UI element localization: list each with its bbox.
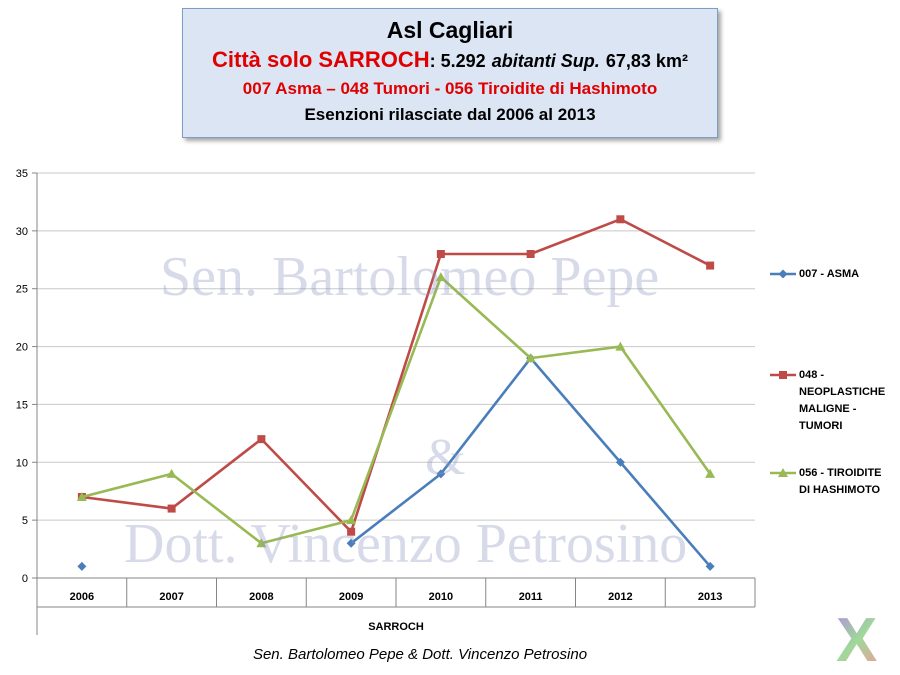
data-point <box>615 457 625 467</box>
series-line <box>81 275 712 545</box>
legend-label: 048 - <box>799 369 825 381</box>
data-point <box>436 250 445 258</box>
data-point <box>77 561 87 571</box>
x-tick-label: 2012 <box>608 591 632 603</box>
legend-entry: 048 - NEOPLASTICHE MALIGNE - TUMORI <box>770 367 895 435</box>
data-point <box>706 261 715 270</box>
data-point <box>76 492 87 501</box>
legend-label: TUMORI <box>799 420 843 432</box>
legend-symbol <box>778 269 788 278</box>
data-point <box>166 468 177 478</box>
legend-label: 056 - TIROIDITE <box>799 467 882 479</box>
chart-title: Asl Cagliari <box>386 17 514 43</box>
surface: 67,83 km² <box>605 51 688 71</box>
city-line: Città solo SARROCH: 5.292 abitanti Sup. … <box>183 45 717 76</box>
x-logo: X <box>836 606 878 675</box>
footer-credit: Sen. Bartolomeo Pepe & Dott. Vincenzo Pe… <box>252 646 588 663</box>
series-line <box>81 217 711 534</box>
y-tick-label: 35 <box>16 168 28 180</box>
data-point <box>705 561 715 571</box>
data-point <box>435 272 446 282</box>
y-tick-label: 5 <box>22 515 28 527</box>
watermark-amp: & <box>425 429 466 486</box>
legend-symbol <box>779 371 787 379</box>
data-point <box>346 515 357 525</box>
y-tick-label: 15 <box>16 399 28 411</box>
y-tick-label: 30 <box>16 226 28 238</box>
y-tick-label: 20 <box>16 342 28 354</box>
data-point <box>436 469 446 479</box>
data-point <box>615 341 626 351</box>
data-point <box>346 538 356 548</box>
y-tick-label: 10 <box>16 457 28 469</box>
population-word: abitanti Sup. <box>491 51 600 71</box>
codes-line: 007 Asma – 048 Tumori - 056 Tiroidite di… <box>242 79 658 98</box>
data-point <box>167 504 176 513</box>
population: : 5.292 <box>429 51 486 71</box>
legend-label: DI HASHIMOTO <box>799 484 881 496</box>
x-tick-label: 2013 <box>698 591 722 603</box>
legend-marker <box>770 468 796 477</box>
legend-symbol <box>778 468 788 477</box>
data-point <box>347 527 356 536</box>
x-axis-label: SARROCH <box>368 621 424 633</box>
x-tick-label: 2007 <box>159 591 183 603</box>
data-point <box>526 250 535 258</box>
city-label: Città solo SARROCH <box>212 47 430 72</box>
legend-label: NEOPLASTICHE <box>799 386 886 398</box>
watermark-line1: Sen. Bartolomeo Pepe <box>160 246 660 308</box>
data-point <box>525 353 536 363</box>
data-point <box>705 468 716 478</box>
watermark-line2: Dott. Vincenzo Petrosino <box>124 513 688 575</box>
legend-label: MALIGNE - <box>799 403 857 415</box>
x-tick-label: 2011 <box>519 591 543 603</box>
data-point <box>256 538 267 548</box>
legend-label: 007 - ASMA <box>799 268 860 280</box>
x-tick-label: 2009 <box>339 591 363 603</box>
legend-entry: 056 - TIROIDITE DI HASHIMOTO <box>770 465 895 499</box>
x-tick-label: 2006 <box>70 591 94 603</box>
title-box: Asl Cagliari Città solo SARROCH: 5.292 a… <box>182 8 718 138</box>
data-point <box>257 435 266 444</box>
data-point <box>616 215 625 224</box>
subtitle: Esenzioni rilasciate dal 2006 al 2013 <box>304 105 596 124</box>
x-tick-label: 2010 <box>429 591 453 603</box>
y-tick-label: 25 <box>16 284 28 296</box>
legend-marker <box>770 371 796 379</box>
y-tick-label: 0 <box>22 573 28 585</box>
legend-entry: 007 - ASMA <box>770 266 895 283</box>
legend-marker <box>770 269 796 278</box>
x-tick-label: 2008 <box>249 591 273 603</box>
